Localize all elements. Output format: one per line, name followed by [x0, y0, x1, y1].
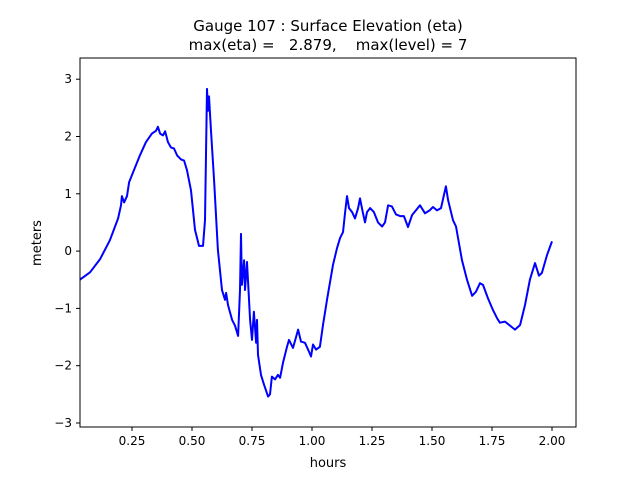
x-tick-label: 1.00: [299, 434, 326, 448]
y-tick-label: −1: [54, 301, 72, 315]
y-tick-label: 3: [64, 72, 72, 86]
x-tick-label: 1.75: [479, 434, 506, 448]
plot-area: [79, 87, 553, 398]
axes-frame: [79, 57, 577, 428]
y-axis: 3 2 1 0 −1 −2 −3: [54, 72, 80, 430]
series-line-eta: [79, 87, 553, 398]
x-axis-label: hours: [310, 456, 347, 471]
chart-title-line1: Gauge 107 : Surface Elevation (eta): [193, 17, 462, 35]
x-tick-label: 1.50: [419, 434, 446, 448]
x-tick-label: 2.00: [539, 434, 566, 448]
x-tick-label: 1.25: [359, 434, 386, 448]
x-tick-label: 0.25: [119, 434, 146, 448]
x-axis: 0.25 0.50 0.75 1.00 1.25 1.50 1.75 2.00: [119, 427, 566, 448]
y-tick-label: −2: [54, 359, 72, 373]
chart-title-line2: max(eta) = 2.879, max(level) = 7: [189, 36, 468, 54]
x-tick-label: 0.75: [239, 434, 266, 448]
y-tick-label: 1: [64, 187, 72, 201]
y-tick-label: 0: [64, 244, 72, 258]
x-tick-label: 0.50: [179, 434, 206, 448]
y-tick-label: −3: [54, 416, 72, 430]
y-tick-label: 2: [64, 129, 72, 143]
y-axis-label: meters: [30, 220, 45, 266]
